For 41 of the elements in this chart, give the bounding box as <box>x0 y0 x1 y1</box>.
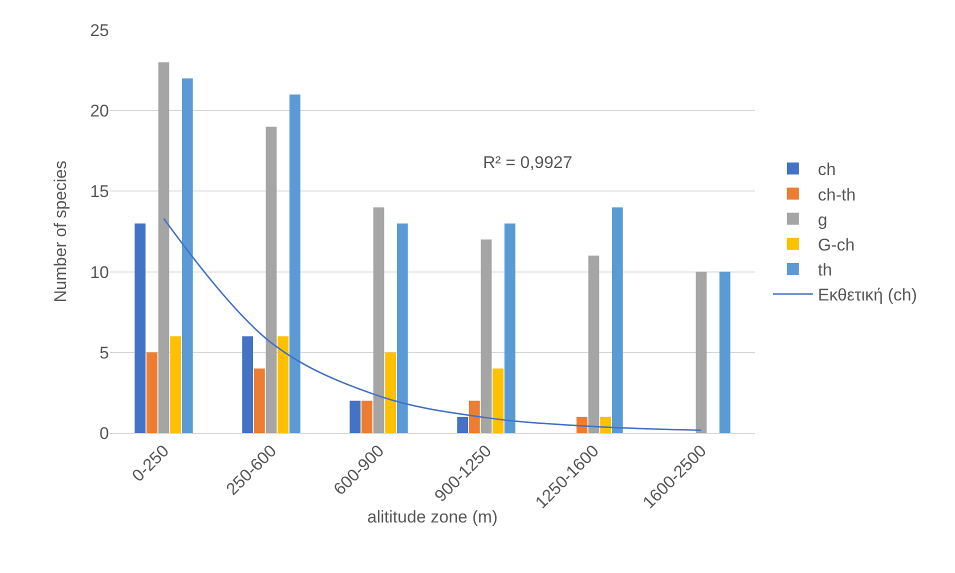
bar <box>588 256 600 433</box>
bar <box>361 400 372 433</box>
bar <box>696 272 707 433</box>
annotation: R² = 0,9927 <box>483 153 572 172</box>
bar <box>146 352 158 433</box>
bar <box>350 400 361 433</box>
bar <box>242 336 254 433</box>
bar <box>385 352 396 433</box>
bar <box>182 78 193 433</box>
legend-label: G-ch <box>818 235 855 254</box>
legend-label: ch-th <box>818 185 856 204</box>
bar <box>134 223 146 433</box>
bar <box>373 207 384 433</box>
x-axis-title: alititude zone (m) <box>367 508 498 527</box>
y-tick-label: 15 <box>90 182 109 202</box>
bar <box>576 416 588 433</box>
bar <box>170 336 182 433</box>
legend-label: Εκθετική (ch) <box>818 286 918 305</box>
line-series <box>163 218 702 432</box>
legend-label: ch <box>818 160 836 180</box>
bar <box>158 62 170 433</box>
bar <box>289 94 300 433</box>
y-tick-label: 5 <box>100 343 109 362</box>
bar <box>254 368 265 433</box>
bar <box>600 416 612 433</box>
bar <box>468 400 480 433</box>
y-tick-label: 25 <box>90 20 109 40</box>
bar <box>396 223 408 433</box>
bar <box>612 207 623 433</box>
bar <box>480 240 492 433</box>
bar <box>492 368 504 433</box>
bar <box>266 126 277 433</box>
y-tick-label: 20 <box>90 102 109 121</box>
bar <box>719 272 730 433</box>
y-axis-title: Number of species <box>51 160 70 302</box>
legend-label: g <box>818 210 828 230</box>
bar <box>504 223 516 433</box>
legend-label: th <box>818 260 832 280</box>
y-tick-label: 10 <box>90 262 109 282</box>
bar <box>278 336 289 433</box>
y-tick-label: 0 <box>100 424 109 443</box>
